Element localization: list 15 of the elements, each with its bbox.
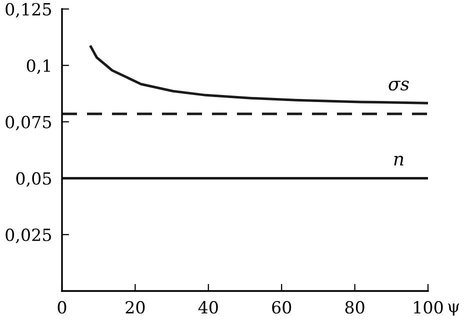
y-tick-label: 0,125 <box>6 2 51 18</box>
series-label: n <box>394 156 404 166</box>
x-axis-title: ψ <box>448 303 460 316</box>
x-tick-label: 40 <box>198 301 218 314</box>
line-series <box>88 44 428 104</box>
y-tick-label: 0,025 <box>6 228 51 244</box>
y-tick-label: 0,05 <box>16 172 51 187</box>
y-tick-label: 0,1 <box>26 59 50 74</box>
x-tick-label: 0 <box>58 301 66 314</box>
x-tick-label: 20 <box>126 301 145 314</box>
x-tick-label: 100 <box>414 301 443 314</box>
x-tick-label: 80 <box>345 301 364 314</box>
y-tick-label: 0,075 <box>6 116 51 130</box>
x-tick-label: 60 <box>272 301 292 314</box>
series-label: σs <box>388 80 409 91</box>
